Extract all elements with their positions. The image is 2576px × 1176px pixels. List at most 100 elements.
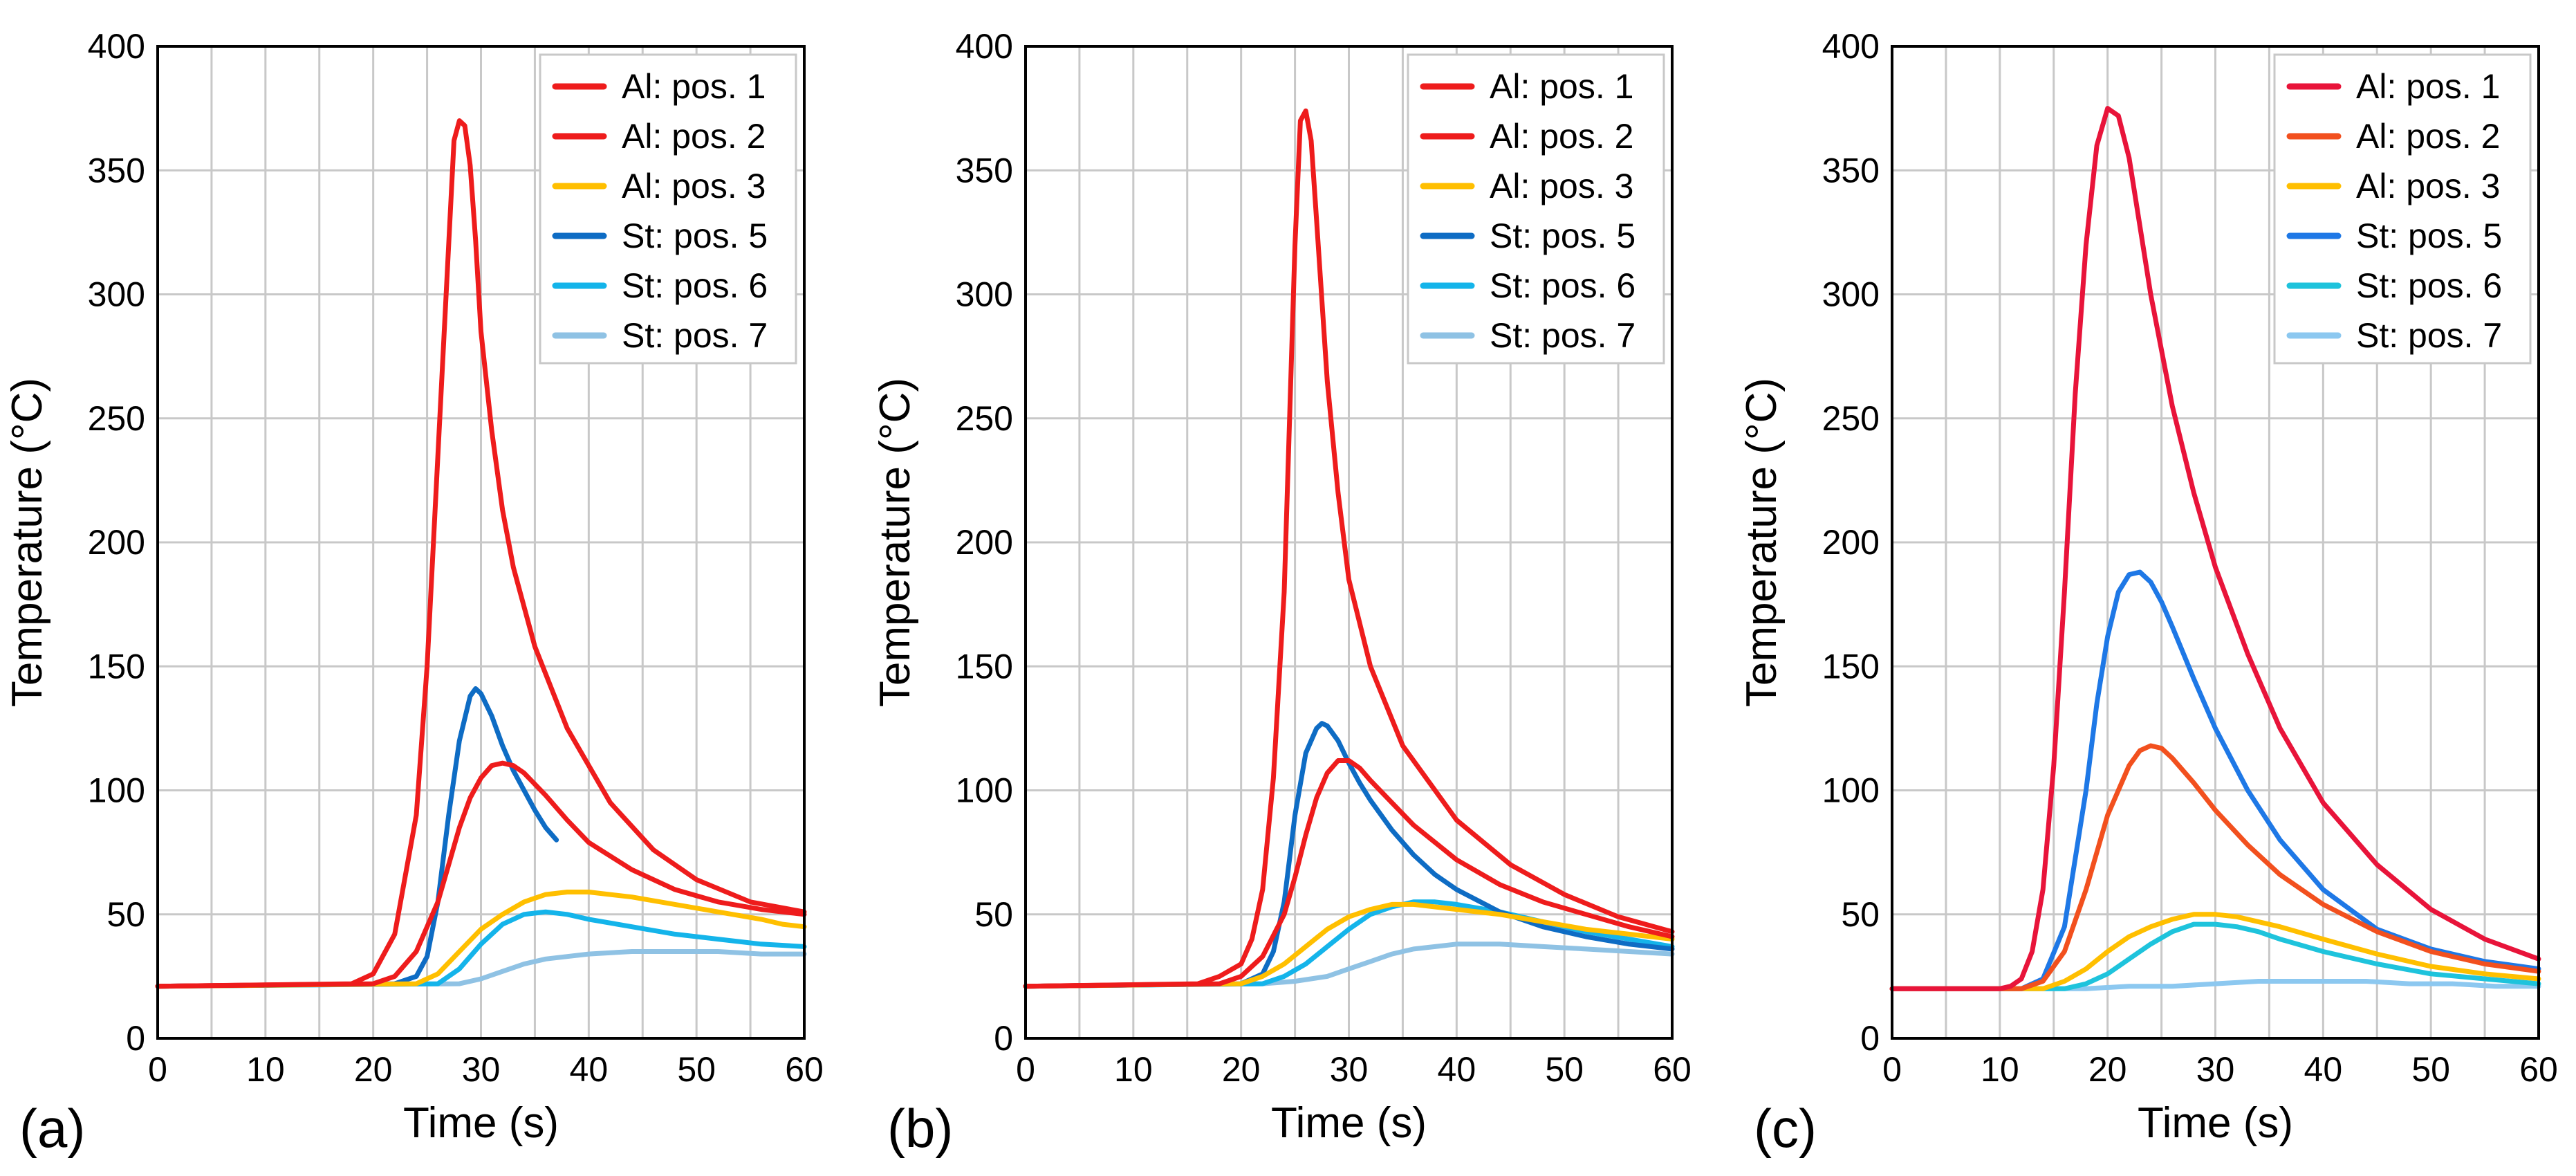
y-axis-title: Temperature (°C): [3, 378, 51, 707]
panel-label: (a): [19, 1098, 85, 1159]
x-tick-label: 10: [1114, 1050, 1153, 1089]
x-axis-title: Time (s): [403, 1099, 559, 1147]
y-tick-label: 250: [956, 399, 1013, 438]
series-line-5: [1023, 941, 1675, 989]
legend: Al: pos. 1 Al: pos. 2 Al: pos. 3 St: pos. 5…: [539, 53, 797, 365]
series-line-1: [1889, 743, 2541, 991]
series-line-3: [155, 686, 559, 989]
x-tick-label: 60: [2519, 1050, 2558, 1089]
grid: [1892, 46, 2539, 1038]
legend-label: St: pos. 5: [622, 217, 768, 255]
panel-label: (c): [1754, 1098, 1817, 1159]
y-axis-title: Temperature (°C): [1738, 378, 1786, 707]
x-tick-labels: 0 10 20 30 40 50 60: [1016, 1050, 1692, 1089]
plot-frame: [1024, 45, 1674, 1040]
legend-label: St: pos. 7: [1490, 316, 1636, 355]
y-tick-label: 250: [88, 399, 145, 438]
x-tick-label: 30: [1330, 1050, 1369, 1089]
y-tick-label: 100: [88, 771, 145, 810]
y-tick-label: 350: [1822, 151, 1880, 190]
panel-label: (b): [887, 1098, 953, 1159]
x-tick-label: 20: [1222, 1050, 1261, 1089]
x-tick-labels: 0 10 20 30 40 50 60: [148, 1050, 824, 1089]
series-line-0: [155, 118, 807, 989]
chart-panel-2: 0 10 20 30 40 50 60 0 50 100 150 200 250 300 350 400 Tim…: [1738, 27, 2558, 1159]
legend-label: St: pos. 6: [2356, 266, 2502, 305]
series-line-4: [155, 909, 807, 989]
y-tick-labels: 0 50 100 150 200 250 300 350 400: [956, 27, 1013, 1058]
legend-label: Al: pos. 3: [622, 167, 766, 205]
y-tick-label: 350: [88, 151, 145, 190]
x-tick-labels: 0 10 20 30 40 50 60: [1882, 1050, 2558, 1089]
series-line-2: [155, 890, 807, 989]
y-tick-label: 400: [88, 27, 145, 66]
x-tick-label: 50: [677, 1050, 716, 1089]
legend-label: St: pos. 5: [2356, 217, 2502, 255]
y-tick-label: 400: [1822, 27, 1880, 66]
chart-panel-0: 0 10 20 30 40 50 60 0 50 100 150 200 250 300 350 400 Tim…: [3, 27, 824, 1159]
legend: Al: pos. 1 Al: pos. 2 Al: pos. 3 St: pos. 5…: [2273, 53, 2532, 365]
x-tick-label: 10: [1981, 1050, 2019, 1089]
legend-label: Al: pos. 1: [2356, 67, 2500, 106]
legend-label: St: pos. 6: [622, 266, 768, 305]
y-tick-labels: 0 50 100 150 200 250 300 350 400: [1822, 27, 1880, 1058]
y-tick-label: 100: [956, 771, 1013, 810]
x-tick-label: 0: [1882, 1050, 1902, 1089]
legend-label: Al: pos. 1: [622, 67, 766, 106]
x-tick-label: 60: [785, 1050, 824, 1089]
x-tick-label: 0: [1016, 1050, 1035, 1089]
series-line-2: [1023, 901, 1675, 989]
legend-box: [2273, 53, 2532, 365]
y-tick-label: 250: [1822, 399, 1880, 438]
plot-frame: [156, 45, 806, 1040]
y-tick-label: 300: [956, 275, 1013, 314]
legend-label: Al: pos. 2: [1490, 117, 1633, 156]
y-tick-label: 0: [126, 1019, 145, 1058]
legend-label: St: pos. 7: [622, 316, 768, 355]
y-tick-label: 300: [1822, 275, 1880, 314]
legend-label: St: pos. 5: [1490, 217, 1636, 255]
y-tick-labels: 0 50 100 150 200 250 300 350 400: [88, 27, 145, 1058]
y-tick-label: 400: [956, 27, 1013, 66]
series-line-1: [155, 760, 807, 989]
series-lines: [155, 118, 807, 989]
y-tick-label: 0: [1860, 1019, 1880, 1058]
series-line-0: [1889, 106, 2541, 991]
x-tick-label: 50: [1545, 1050, 1584, 1089]
x-tick-label: 30: [462, 1050, 501, 1089]
x-tick-label: 30: [2196, 1050, 2235, 1089]
y-tick-label: 100: [1822, 771, 1880, 810]
x-tick-label: 40: [1438, 1050, 1476, 1089]
chart-panel-1: 0 10 20 30 40 50 60 0 50 100 150 200 250 300 350 400 Tim…: [871, 27, 1692, 1159]
y-tick-label: 50: [1841, 895, 1880, 934]
y-axis-title: Temperature (°C): [871, 378, 919, 707]
x-tick-label: 60: [1653, 1050, 1692, 1089]
y-tick-label: 0: [994, 1019, 1013, 1058]
series-line-0: [1023, 108, 1675, 989]
y-tick-label: 300: [88, 275, 145, 314]
y-tick-label: 350: [956, 151, 1013, 190]
series-line-1: [1023, 758, 1675, 989]
y-tick-label: 200: [956, 523, 1013, 562]
series-lines: [1023, 108, 1675, 989]
y-tick-label: 150: [88, 647, 145, 686]
x-tick-label: 40: [2304, 1050, 2343, 1089]
legend-label: St: pos. 6: [1490, 266, 1636, 305]
x-tick-label: 0: [148, 1050, 167, 1089]
legend: Al: pos. 1 Al: pos. 2 Al: pos. 3 St: pos. 5…: [1407, 53, 1665, 365]
x-tick-label: 10: [246, 1050, 285, 1089]
series-line-5: [1889, 979, 2541, 991]
y-tick-label: 150: [1822, 647, 1880, 686]
y-tick-label: 50: [974, 895, 1013, 934]
x-axis-title: Time (s): [1271, 1099, 1427, 1147]
y-tick-label: 50: [106, 895, 145, 934]
legend-label: St: pos. 7: [2356, 316, 2502, 355]
x-axis-title: Time (s): [2138, 1099, 2293, 1147]
y-tick-label: 200: [88, 523, 145, 562]
series-line-4: [1889, 921, 2541, 991]
x-tick-label: 20: [354, 1050, 393, 1089]
series-line-3: [1889, 569, 2541, 991]
plot-frame: [1891, 45, 2540, 1040]
series-lines: [1889, 106, 2541, 991]
